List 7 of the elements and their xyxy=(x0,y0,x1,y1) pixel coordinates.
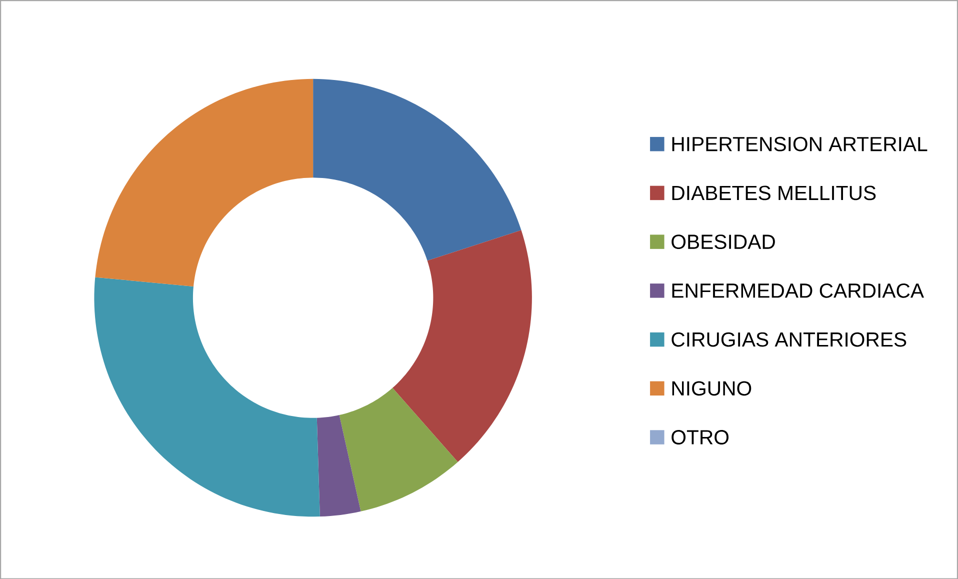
legend-label: ENFERMEDAD CARDIACA xyxy=(672,283,924,298)
legend-label: DIABETES MELLITUS xyxy=(672,186,876,200)
legend-label: OBESIDAD xyxy=(672,234,775,249)
legend-label: CIRUGIAS ANTERIORES xyxy=(672,332,906,347)
legend-label: HIPERTENSION ARTERIAL xyxy=(672,136,928,152)
legend-label: OTRO xyxy=(672,430,729,444)
legend-label: NIGUNO xyxy=(672,381,752,396)
